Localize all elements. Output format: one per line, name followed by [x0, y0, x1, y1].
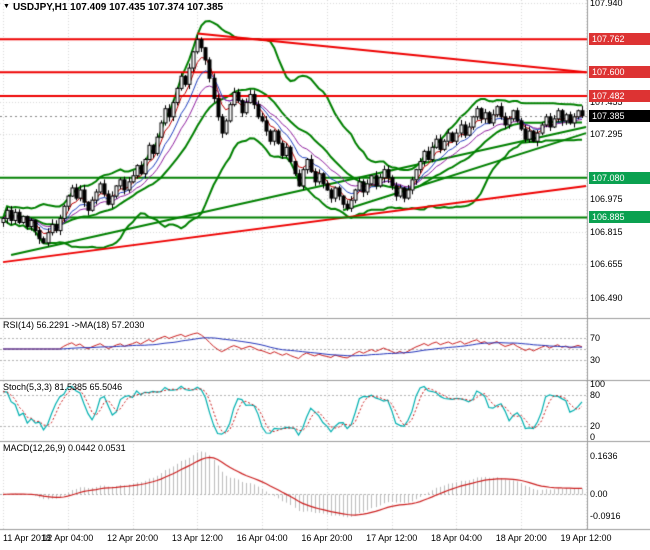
- trading-chart-window: ▼ USDJPY,H1 107.409 107.435 107.374 107.3…: [0, 0, 650, 550]
- chart-canvas[interactable]: [0, 0, 650, 550]
